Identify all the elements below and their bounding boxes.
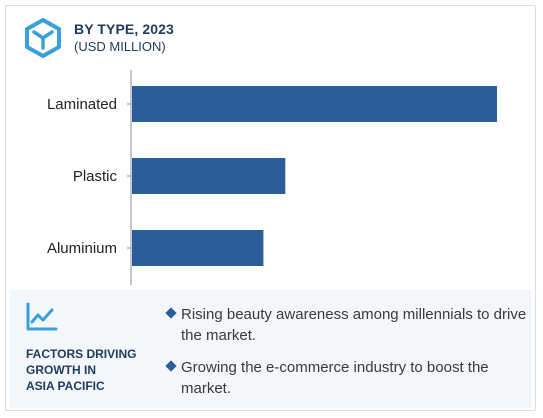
factors-list: Rising beauty awareness among millennial… <box>165 304 528 410</box>
category-label: Laminated <box>47 96 117 113</box>
chart-subtitle: (USD MILLION) <box>74 39 166 54</box>
factors-panel: FACTORS DRIVING GROWTH IN ASIA PACIFIC R… <box>10 290 532 408</box>
trend-chart-icon <box>26 302 58 331</box>
bar-chart: Laminated Plastic Aluminium <box>47 70 497 285</box>
factor-text: Rising beauty awareness among millennial… <box>181 306 527 344</box>
category-label: Aluminium <box>47 240 117 257</box>
bar-laminated <box>132 86 497 122</box>
factor-item: Growing the e-commerce industry to boost… <box>165 357 528 399</box>
cube-logo-icon <box>25 18 61 58</box>
diamond-bullet-icon <box>165 360 177 372</box>
factor-item: Rising beauty awareness among millennial… <box>165 304 528 346</box>
factors-title: FACTORS DRIVING GROWTH IN ASIA PACIFIC <box>26 347 137 393</box>
diamond-bullet-icon <box>165 307 177 319</box>
factor-text: Growing the e-commerce industry to boost… <box>181 359 489 397</box>
category-label: Plastic <box>73 168 118 185</box>
bar-plastic <box>132 158 286 194</box>
chart-title: BY TYPE, 2023 <box>74 21 174 37</box>
bar-aluminium <box>132 230 264 266</box>
